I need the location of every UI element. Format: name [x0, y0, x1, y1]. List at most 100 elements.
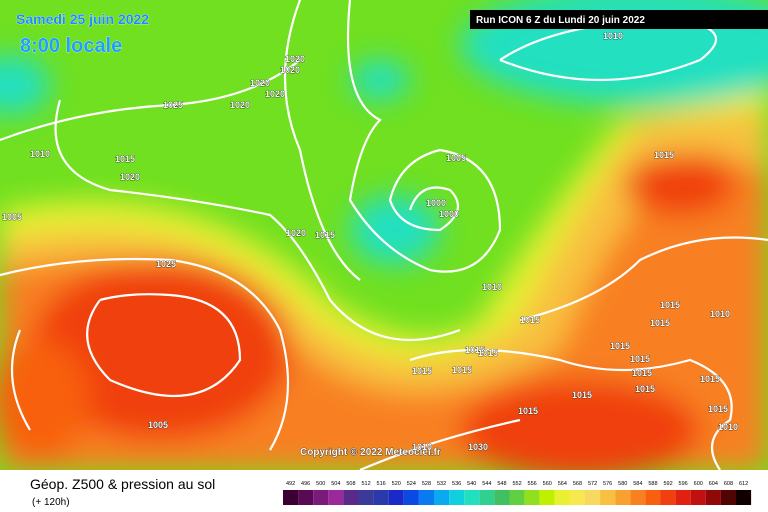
legend-label: 588 — [648, 481, 657, 487]
isobar-label: 1015 — [452, 365, 472, 375]
isobar-label: 1015 — [708, 404, 728, 414]
isobar-label: 1015 — [632, 368, 652, 378]
legend-label: 556 — [528, 481, 537, 487]
legend-swatch — [569, 490, 585, 505]
legend-label: 552 — [512, 481, 521, 487]
isobar-label: 1015 — [650, 318, 670, 328]
legend-label: 492 — [286, 481, 295, 487]
legend-label: 500 — [316, 481, 325, 487]
isobar-label: 1015 — [518, 406, 538, 416]
legend-swatch — [720, 490, 736, 505]
legend-swatch — [509, 490, 525, 505]
legend-label: 572 — [588, 481, 597, 487]
legend-label: 560 — [543, 481, 552, 487]
legend-swatch — [660, 490, 676, 505]
legend-label: 584 — [633, 481, 642, 487]
isobar-label: 1005 — [148, 420, 168, 430]
legend-label: 512 — [361, 481, 370, 487]
legend-label: 532 — [437, 481, 446, 487]
legend-swatch — [645, 490, 661, 505]
date: Samedi 25 juin 2022 — [16, 11, 149, 27]
legend-swatch — [539, 490, 555, 505]
isobar-label: 1005 — [2, 212, 22, 222]
legend-label: 536 — [452, 481, 461, 487]
isobar-label: 1015 — [630, 354, 650, 364]
legend-swatch — [403, 490, 419, 505]
legend-label: 520 — [392, 481, 401, 487]
legend-label: 600 — [694, 481, 703, 487]
isobar-label: 1030 — [468, 442, 488, 452]
legend-label: 580 — [618, 481, 627, 487]
isobar-label: 1020 — [250, 78, 270, 88]
legend-swatch — [630, 490, 646, 505]
isobar-label: 1015 — [700, 374, 720, 384]
legend-swatch — [705, 490, 721, 505]
isobar-label: 1015 — [572, 390, 592, 400]
lead-time: (+ 120h) — [32, 497, 70, 508]
legend-label: 496 — [301, 481, 310, 487]
legend-label: 604 — [709, 481, 718, 487]
isobar-label: 1015 — [465, 345, 485, 355]
legend-swatch — [283, 490, 299, 505]
run-info: Run ICON 6 Z du Lundi 20 juin 2022 — [476, 15, 645, 26]
legend-swatch — [298, 490, 314, 505]
isobar-label: 1010 — [603, 31, 623, 41]
isobar-label: 1005 — [446, 153, 466, 163]
legend-swatch — [373, 490, 389, 505]
legend-swatch — [494, 490, 510, 505]
isobars — [0, 0, 768, 470]
isobar-label: 1015 — [635, 384, 655, 394]
run-box — [470, 10, 768, 29]
legend-label: 516 — [377, 481, 386, 487]
legend-label: 528 — [422, 481, 431, 487]
isobar-label: 1020 — [280, 65, 300, 75]
isobar-label: 1000 — [426, 198, 446, 208]
isobar-label: 1010 — [412, 442, 432, 452]
isobar-label: 1020 — [230, 100, 250, 110]
isobar-label: 1000 — [439, 209, 459, 219]
legend-label: 576 — [603, 481, 612, 487]
legend-label: 504 — [331, 481, 340, 487]
footer-title: Géop. Z500 & pression au sol — [30, 476, 215, 492]
isobar-label: 1020 — [286, 228, 306, 238]
isobar-label: 1015 — [412, 366, 432, 376]
legend-swatch — [675, 490, 691, 505]
legend-label: 508 — [346, 481, 355, 487]
legend-label: 564 — [558, 481, 567, 487]
legend-swatch — [328, 490, 344, 505]
legend-swatch — [690, 490, 706, 505]
isobar-label: 1020 — [285, 54, 305, 64]
copyright: Copyright © 2022 Meteociel.fr — [300, 447, 441, 458]
legend-swatch — [585, 490, 601, 505]
legend-label: 612 — [739, 481, 748, 487]
isobar-label: 1015 — [115, 154, 135, 164]
legend-swatch — [464, 490, 480, 505]
legend-swatch — [524, 490, 540, 505]
isobar-label: 1010 — [482, 282, 502, 292]
isobar-label: 1015 — [315, 230, 335, 240]
legend-swatch — [343, 490, 359, 505]
legend-label: 568 — [573, 481, 582, 487]
isobar-label: 1010 — [30, 149, 50, 159]
legend-swatch — [313, 490, 329, 505]
legend-label: 608 — [724, 481, 733, 487]
isobar-label: 1020 — [265, 89, 285, 99]
legend-swatch — [388, 490, 404, 505]
legend-swatch — [358, 490, 374, 505]
legend-label: 524 — [407, 481, 416, 487]
isobar-label: 1015 — [610, 341, 630, 351]
local-time: 8:00 locale — [20, 35, 122, 57]
field — [0, 0, 768, 470]
isobar-label: 1010 — [718, 422, 738, 432]
isobar-label: 1015 — [654, 150, 674, 160]
isobar-label: 1015 — [660, 300, 680, 310]
legend-swatch — [600, 490, 616, 505]
legend-swatch — [736, 490, 752, 505]
legend-swatch — [615, 490, 631, 505]
legend-swatch — [554, 490, 570, 505]
isobar-label: 1015 — [478, 348, 498, 358]
legend-label: 544 — [482, 481, 491, 487]
isobar-label: 1020 — [120, 172, 140, 182]
isobar-label: 1015 — [520, 315, 540, 325]
